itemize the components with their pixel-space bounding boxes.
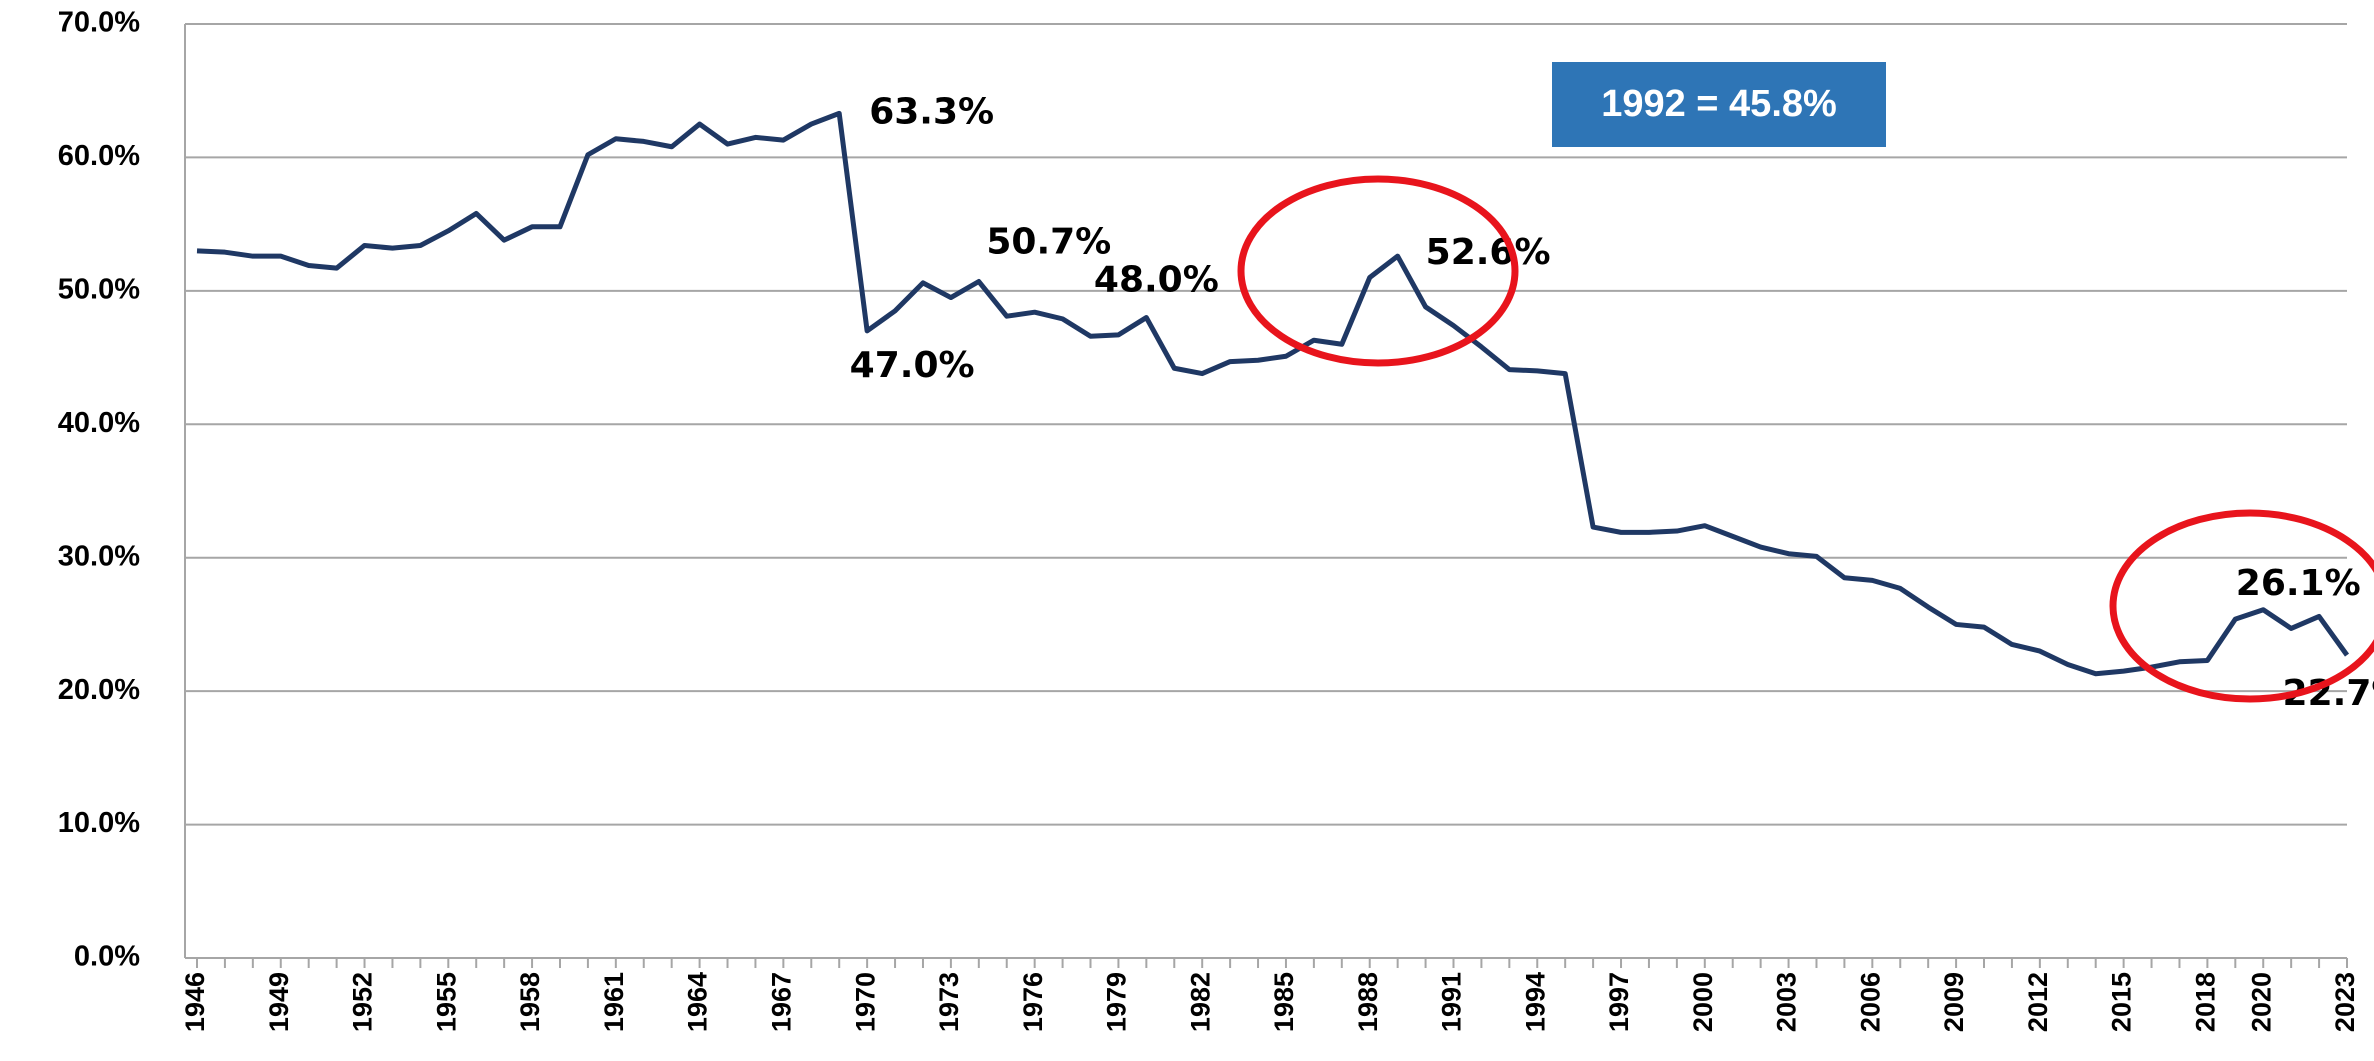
- x-tick-label: 2006: [1855, 972, 1885, 1032]
- highlight-circle: [2109, 509, 2374, 703]
- x-tick-label: 1952: [348, 972, 378, 1032]
- y-tick-label: 10.0%: [58, 807, 140, 839]
- highlight-circle: [1237, 175, 1519, 367]
- x-tick-label: 1991: [1437, 972, 1467, 1032]
- line: [196, 110, 2350, 677]
- x-tick-label: 2020: [2246, 972, 2276, 1032]
- x-tick-label: 1946: [180, 972, 210, 1032]
- data-label: 26.1%: [2236, 563, 2361, 604]
- y-tick-label: 30.0%: [58, 540, 140, 572]
- annotation-box: [1552, 62, 1886, 147]
- x-tick-label: 1949: [264, 972, 294, 1032]
- x-tick-label: 1985: [1269, 972, 1299, 1032]
- x-tick-label: 2003: [1772, 972, 1802, 1032]
- data-label: 52.6%: [1426, 232, 1551, 273]
- x-tick-label: 2018: [2191, 972, 2221, 1032]
- data-label: 50.7%: [986, 222, 1111, 263]
- x-tick-label: 2000: [1688, 972, 1718, 1032]
- x-tick-label: 1970: [850, 972, 880, 1032]
- x-tick-label: 1976: [1018, 972, 1048, 1032]
- x-tick-label: 1988: [1353, 972, 1383, 1032]
- data-label: 63.3%: [869, 91, 994, 132]
- x-tick-label: 1979: [1102, 972, 1132, 1032]
- x-tick-label: 2012: [2023, 972, 2053, 1032]
- x-tick-label: 1958: [515, 972, 545, 1032]
- x-tick-label: 1955: [431, 972, 461, 1032]
- x-tick-label: 2023: [2330, 972, 2360, 1032]
- y-tick-label: 70.0%: [58, 7, 140, 39]
- y-tick-label: 60.0%: [58, 140, 140, 172]
- x-tick-label: 1973: [934, 972, 964, 1032]
- x-tick-label: 1961: [599, 972, 629, 1032]
- y-tick-label: 0.0%: [74, 941, 140, 973]
- data-label: 47.0%: [850, 345, 975, 386]
- data-label: 48.0%: [1094, 260, 1219, 301]
- x-tick-label: 1967: [766, 972, 796, 1032]
- x-tick-label: 1982: [1185, 972, 1215, 1032]
- x-tick-label: 1994: [1520, 972, 1550, 1032]
- y-tick-label: 50.0%: [58, 274, 140, 306]
- x-tick-label: 1997: [1604, 972, 1634, 1032]
- annotation: 1992 = 45.8%: [1601, 83, 1837, 125]
- y-tick-label: 40.0%: [58, 407, 140, 439]
- y-tick-label: 20.0%: [58, 674, 140, 706]
- x-tick-label: 2009: [1939, 972, 1969, 1032]
- x-tick-label: 1964: [683, 972, 713, 1032]
- x-tick-label: 2015: [2107, 972, 2137, 1032]
